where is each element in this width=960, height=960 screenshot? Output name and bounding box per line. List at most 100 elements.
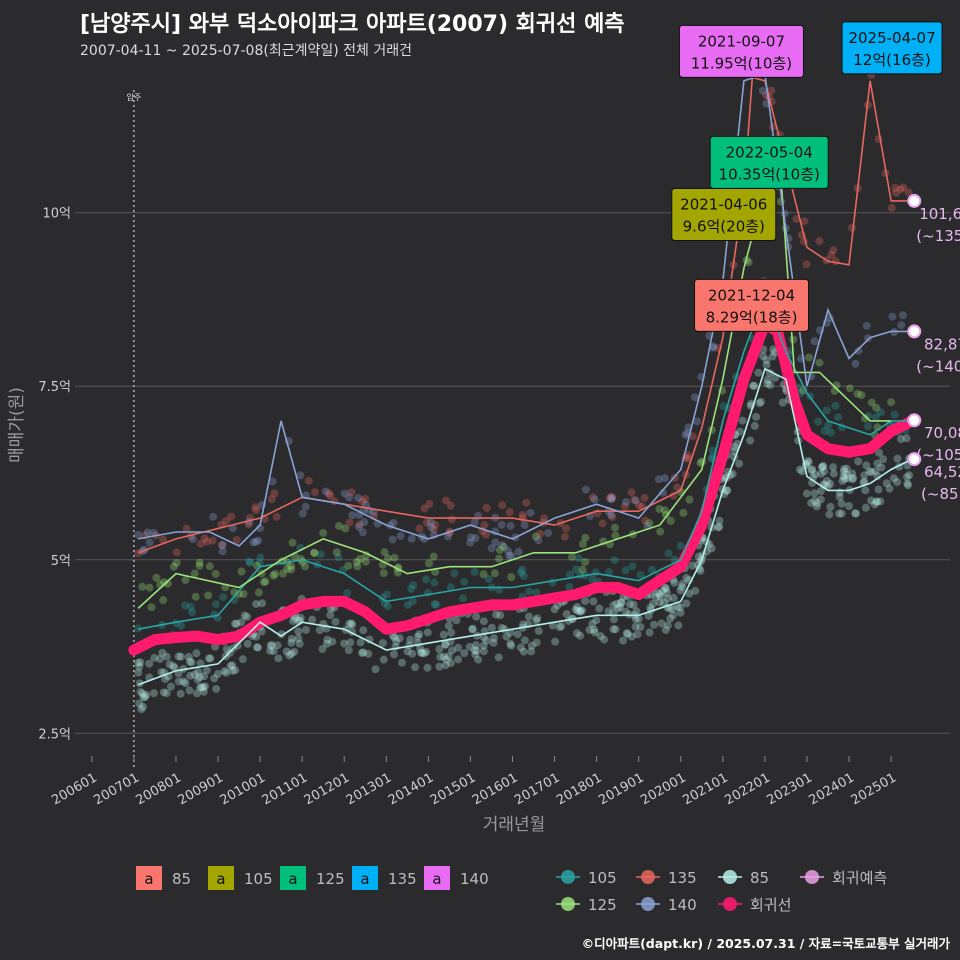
scatter-point: [409, 581, 418, 590]
scatter-point: [532, 588, 541, 597]
scatter-point: [315, 626, 324, 635]
peak-label-value: 12억(16층): [853, 51, 930, 69]
scatter-point: [875, 448, 884, 457]
scatter-point: [482, 636, 491, 645]
scatter-point: [210, 674, 219, 683]
scatter-point: [439, 630, 448, 639]
scatter-point: [527, 641, 536, 650]
scatter-point: [441, 496, 450, 505]
scatter-point: [243, 639, 252, 648]
scatter-point: [446, 659, 455, 668]
prediction-value: 70,080: [924, 424, 960, 442]
scatter-point: [655, 598, 664, 607]
scatter-point: [427, 523, 436, 532]
scatter-point: [860, 477, 869, 486]
legend-fill-label: 105: [244, 870, 273, 888]
scatter-point: [199, 683, 208, 692]
peak-label-value: 9.6억(20층): [683, 217, 765, 235]
scatter-point: [696, 566, 705, 575]
scatter-point: [439, 652, 448, 661]
scatter-point: [378, 639, 387, 648]
scatter-point: [572, 565, 581, 574]
scatter-point: [633, 630, 642, 639]
scatter-point: [887, 203, 896, 212]
scatter-point: [759, 352, 768, 361]
scatter-point: [659, 586, 668, 595]
scatter-point: [423, 663, 432, 672]
x-tick-label: 201101: [260, 770, 310, 808]
scatter-point: [604, 568, 613, 577]
scatter-point: [162, 652, 171, 661]
peak-label-date: 2022-05-04: [726, 143, 813, 161]
scatter-point: [159, 535, 168, 544]
scatter-point: [645, 628, 654, 637]
scatter-point: [752, 412, 761, 421]
scatter-point: [536, 529, 545, 538]
scatter-point: [619, 636, 628, 645]
peak-label-box: [678, 24, 804, 78]
scatter-point: [211, 600, 220, 609]
scatter-point: [382, 590, 391, 599]
scatter-point: [641, 516, 650, 525]
scatter-point: [837, 509, 846, 518]
legend-line-label: 85: [750, 869, 769, 887]
scatter-point: [893, 454, 902, 463]
scatter-point: [134, 658, 143, 667]
scatter-point: [812, 502, 821, 511]
scatter-point: [659, 488, 668, 497]
scatter-point: [203, 537, 212, 546]
scatter-point: [771, 373, 780, 382]
scatter-point: [347, 619, 356, 628]
legend-line-dot: [641, 870, 655, 884]
scatter-point: [157, 668, 166, 677]
scatter-point: [888, 312, 897, 321]
scatter-point: [454, 655, 463, 664]
scatter-point: [137, 705, 146, 714]
scatter-point: [750, 421, 759, 430]
scatter-point: [861, 486, 870, 495]
scatter-point: [640, 493, 649, 502]
legend-line-label: 105: [588, 869, 617, 887]
prediction-labels: 101,667 (~135㎡) 82,875 (~140㎡) 70,080 (~105㎡)…: [907, 193, 960, 503]
scatter-point: [432, 600, 441, 609]
scatter-point: [590, 628, 599, 637]
scatter-point: [612, 599, 621, 608]
scatter-point: [266, 641, 275, 650]
scatter-point: [395, 634, 404, 643]
scatter-point: [308, 615, 317, 624]
scatter-point: [204, 591, 213, 600]
scatter-point: [902, 434, 911, 443]
scatter-point: [588, 619, 597, 628]
scatter-point: [134, 668, 143, 677]
y-tick-label: 10억: [42, 207, 71, 222]
scatter-point: [396, 531, 405, 540]
scatter-point: [181, 575, 190, 584]
legend-line-label: 140: [668, 896, 697, 914]
scatter-point: [185, 657, 194, 666]
scatter-point: [288, 538, 297, 547]
scatter-point: [181, 679, 190, 688]
scatter-point: [798, 467, 807, 476]
scatter-point: [470, 567, 479, 576]
scatter-point: [323, 635, 332, 644]
scatter-point: [301, 626, 310, 635]
scatter-point: [562, 524, 571, 533]
scatter-point: [443, 532, 452, 541]
legend-line-dot: [561, 870, 575, 884]
scatter-point: [622, 629, 631, 638]
peak-label-date: 2021-12-04: [708, 286, 795, 304]
scatter-point: [429, 552, 438, 561]
scatter-point: [249, 538, 258, 547]
legend-fill-label: 85: [172, 870, 191, 888]
x-tick-label: 202201: [722, 770, 772, 808]
scatter-point: [296, 613, 305, 622]
scatter-point: [310, 548, 319, 557]
scatter-point: [664, 549, 673, 558]
legend-fill-swatch: [352, 866, 378, 890]
scatter-point: [524, 612, 533, 621]
scatter-point: [835, 509, 844, 518]
scatter-point: [763, 375, 772, 384]
scatter-point: [527, 647, 536, 656]
scatter-point: [571, 605, 580, 614]
scatter-point: [422, 647, 431, 656]
